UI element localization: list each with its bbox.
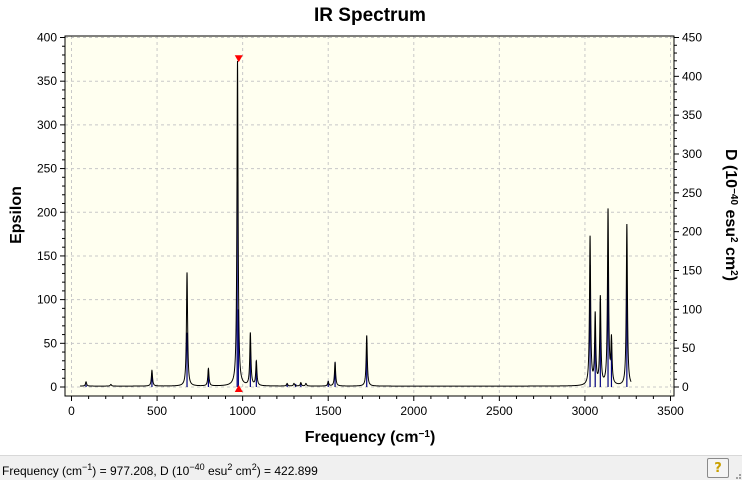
x-tick-label: 0 (68, 404, 75, 418)
status-bar: Frequency (cm−1) = 977.208, D (10−40 esu… (0, 455, 742, 480)
right-tick-label: 450 (682, 31, 702, 45)
status-readout: Frequency (cm−1) = 977.208, D (10−40 esu… (2, 462, 318, 478)
x-axis-label: Frequency (cm−1) (305, 429, 436, 447)
left-tick-label: 400 (37, 31, 57, 45)
x-tick-label: 2500 (486, 404, 513, 418)
left-tick-label: 150 (37, 249, 57, 263)
left-axis-label: Epsilon (8, 186, 25, 244)
ir-spectrum-chart[interactable]: 0 500 1000 1500 2000 2500 3000 3500050100150200… (0, 0, 742, 455)
peak-marker-top-icon[interactable] (234, 55, 243, 63)
left-tick-label: 0 (50, 380, 57, 394)
plot-area[interactable] (65, 36, 674, 396)
x-tick-label: 1000 (229, 404, 256, 418)
x-tick-label: 3000 (572, 404, 599, 418)
left-tick-label: 100 (37, 293, 57, 307)
right-tick-label: 350 (682, 108, 702, 122)
resize-grip-icon[interactable] (733, 471, 741, 479)
left-tick-label: 350 (37, 74, 57, 88)
right-tick-label: 400 (682, 69, 702, 83)
x-tick-label: 500 (147, 404, 167, 418)
right-tick-label: 0 (682, 380, 689, 394)
x-tick-label: 2000 (400, 404, 427, 418)
right-axis-label: D (10−40 esu2 cm2) (722, 149, 740, 281)
right-tick-label: 50 (682, 341, 696, 355)
right-tick-label: 250 (682, 186, 702, 200)
right-tick-label: 300 (682, 147, 702, 161)
left-tick-label: 250 (37, 162, 57, 176)
right-tick-label: 100 (682, 302, 702, 316)
help-button[interactable]: ? (707, 458, 729, 478)
chart-title: IR Spectrum (314, 5, 426, 26)
left-tick-label: 50 (44, 336, 58, 350)
help-icon: ? (714, 461, 722, 476)
peak-marker-bottom-icon[interactable] (234, 385, 243, 392)
x-tick-label: 3500 (657, 404, 684, 418)
right-tick-label: 150 (682, 264, 702, 278)
right-tick-label: 200 (682, 225, 702, 239)
left-tick-label: 300 (37, 118, 57, 132)
epsilon-curve (80, 60, 632, 387)
left-tick-label: 200 (37, 205, 57, 219)
x-tick-label: 1500 (315, 404, 342, 418)
